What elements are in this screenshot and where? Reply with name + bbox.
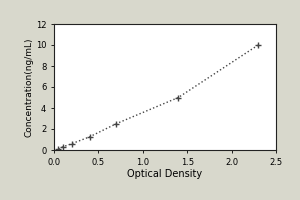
- X-axis label: Optical Density: Optical Density: [128, 169, 202, 179]
- Y-axis label: Concentration(ng/mL): Concentration(ng/mL): [24, 37, 33, 137]
